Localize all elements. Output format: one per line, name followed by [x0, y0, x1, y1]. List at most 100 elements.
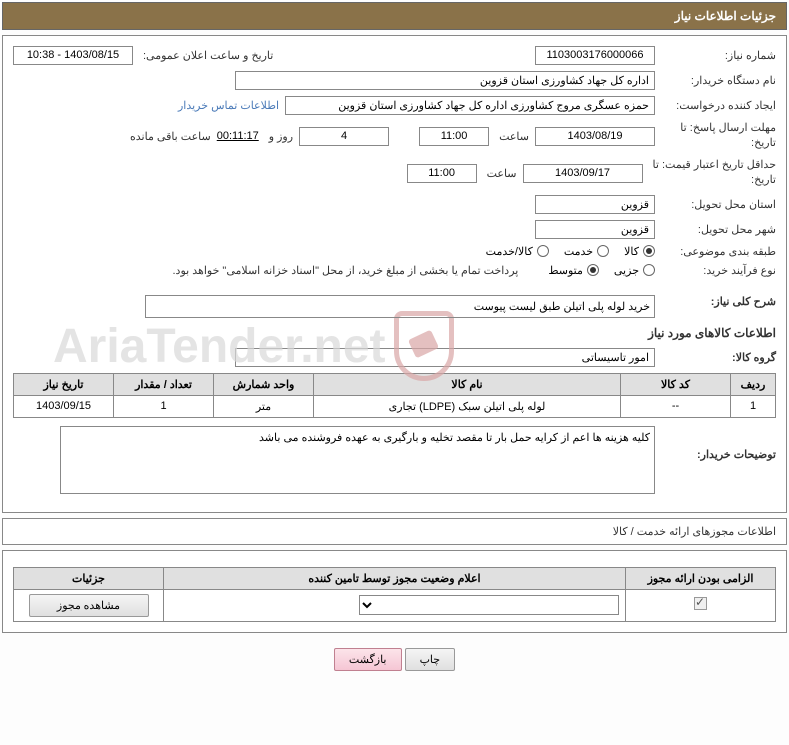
radio-partial[interactable]: جزیی	[614, 264, 655, 277]
row-province: استان محل تحویل: قزوین	[13, 195, 776, 214]
td-details: مشاهده مجوز	[14, 589, 164, 621]
td-date: 1403/09/15	[14, 395, 114, 417]
td-qty: 1	[114, 395, 214, 417]
th-code: کد کالا	[621, 373, 731, 395]
radio-service[interactable]: خدمت	[564, 245, 609, 258]
process-label: نوع فرآیند خرید:	[661, 264, 776, 277]
license-panel-title: اطلاعات مجوزهای ارائه خدمت / کالا	[613, 526, 776, 538]
goods-info-header: اطلاعات کالاهای مورد نیاز	[13, 326, 776, 340]
radio-goods-label: کالا	[624, 245, 639, 258]
row-general-desc: شرح کلی نیاز: خرید لوله پلی اتیلن طبق لی…	[13, 295, 776, 318]
desc-label: شرح کلی نیاز:	[661, 295, 776, 308]
radio-dot-icon	[537, 245, 549, 257]
days-remaining: 4	[299, 127, 389, 146]
deadline-label-2: تاریخ:	[665, 136, 776, 151]
days-and-label: روز و	[265, 130, 293, 143]
radio-goods-service-label: کالا/خدمت	[486, 245, 533, 258]
remaining-label: ساعت باقی مانده	[126, 130, 211, 143]
status-select[interactable]	[359, 595, 619, 615]
radio-goods[interactable]: کالا	[624, 245, 655, 258]
province-value: قزوین	[535, 195, 655, 214]
process-note: پرداخت تمام یا بخشی از مبلغ خرید، از محل…	[173, 264, 519, 277]
min-validity-label-1: حداقل تاریخ اعتبار قیمت: تا	[653, 158, 776, 173]
deadline-label-1: مهلت ارسال پاسخ: تا	[665, 121, 776, 136]
th-status: اعلام وضعیت مجوز توسط تامین کننده	[164, 567, 626, 589]
time-label-1: ساعت	[495, 130, 529, 143]
requester-label: ایجاد کننده درخواست:	[661, 99, 776, 112]
td-status	[164, 589, 626, 621]
row-min-validity: حداقل تاریخ اعتبار قیمت: تا تاریخ: 1403/…	[13, 158, 776, 189]
td-mandatory	[626, 589, 776, 621]
radio-dot-icon	[643, 245, 655, 257]
radio-partial-label: جزیی	[614, 264, 639, 277]
announce-value: 1403/08/15 - 10:38	[13, 46, 133, 65]
row-process-type: نوع فرآیند خرید: جزیی متوسط پرداخت تمام …	[13, 264, 776, 277]
td-unit: متر	[214, 395, 314, 417]
buyer-notes-value: کلیه هزینه ها اعم از کرایه حمل بار تا مق…	[60, 426, 655, 494]
announce-label: تاریخ و ساعت اعلان عمومی:	[139, 49, 273, 62]
license-panel-body: الزامی بودن ارائه مجوز اعلام وضعیت مجوز …	[2, 550, 787, 633]
time-label-2: ساعت	[483, 167, 517, 180]
category-radio-group: کالا خدمت کالا/خدمت	[486, 245, 655, 258]
back-button[interactable]: بازگشت	[334, 648, 402, 671]
main-form-panel: AriaTender.net شماره نیاز: 1103003176000…	[2, 35, 787, 513]
row-buyer: نام دستگاه خریدار: اداره کل جهاد کشاورزی…	[13, 71, 776, 90]
td-row: 1	[731, 395, 776, 417]
deadline-date: 1403/08/19	[535, 127, 655, 146]
row-need-number: شماره نیاز: 1103003176000066 تاریخ و ساع…	[13, 46, 776, 65]
process-radio-group: جزیی متوسط	[548, 264, 655, 277]
row-deadline: مهلت ارسال پاسخ: تا تاریخ: 1403/08/19 سا…	[13, 121, 776, 152]
radio-dot-icon	[643, 264, 655, 276]
table-row: 1 -- لوله پلی اتیلن سبک (LDPE) تجاری متر…	[14, 395, 776, 417]
buyer-notes-label: توضیحات خریدار:	[661, 426, 776, 461]
province-label: استان محل تحویل:	[661, 198, 776, 211]
radio-dot-icon	[597, 245, 609, 257]
radio-service-label: خدمت	[564, 245, 593, 258]
city-value: قزوین	[535, 220, 655, 239]
radio-medium[interactable]: متوسط	[548, 264, 599, 277]
th-mandatory: الزامی بودن ارائه مجوز	[626, 567, 776, 589]
radio-goods-service[interactable]: کالا/خدمت	[486, 245, 549, 258]
category-label: طبقه بندی موضوعی:	[661, 245, 776, 258]
license-header-row: الزامی بودن ارائه مجوز اعلام وضعیت مجوز …	[14, 567, 776, 589]
need-number-value: 1103003176000066	[535, 46, 655, 65]
th-unit: واحد شمارش	[214, 373, 314, 395]
license-table: الزامی بودن ارائه مجوز اعلام وضعیت مجوز …	[13, 567, 776, 622]
th-name: نام کالا	[314, 373, 621, 395]
need-number-label: شماره نیاز:	[661, 49, 776, 62]
goods-table: ردیف کد کالا نام کالا واحد شمارش تعداد /…	[13, 373, 776, 418]
row-goods-group: گروه کالا: امور تاسیساتی	[13, 348, 776, 367]
th-row: ردیف	[731, 373, 776, 395]
table-header-row: ردیف کد کالا نام کالا واحد شمارش تعداد /…	[14, 373, 776, 395]
page-title: جزئیات اطلاعات نیاز	[675, 9, 776, 23]
city-label: شهر محل تحویل:	[661, 223, 776, 236]
min-validity-time: 11:00	[407, 164, 477, 183]
group-label: گروه کالا:	[661, 351, 776, 364]
th-qty: تعداد / مقدار	[114, 373, 214, 395]
row-city: شهر محل تحویل: قزوین	[13, 220, 776, 239]
group-value: امور تاسیساتی	[235, 348, 655, 367]
deadline-time: 11:00	[419, 127, 489, 146]
print-button[interactable]: چاپ	[405, 648, 456, 671]
license-panel-header: اطلاعات مجوزهای ارائه خدمت / کالا	[2, 518, 787, 545]
watermark-shield-icon	[394, 311, 454, 381]
th-details: جزئیات	[14, 567, 164, 589]
min-validity-label: حداقل تاریخ اعتبار قیمت: تا تاریخ:	[649, 158, 776, 189]
row-requester: ایجاد کننده درخواست: حمزه عسگری مروج کشا…	[13, 96, 776, 115]
page-title-bar: جزئیات اطلاعات نیاز	[2, 2, 787, 30]
requester-value: حمزه عسگری مروج کشاورزی اداره کل جهاد کش…	[285, 96, 655, 115]
view-license-button[interactable]: مشاهده مجوز	[29, 594, 149, 617]
license-row: مشاهده مجوز	[14, 589, 776, 621]
th-date: تاریخ نیاز	[14, 373, 114, 395]
buyer-contact-link[interactable]: اطلاعات تماس خریدار	[178, 99, 279, 112]
mandatory-checkbox-icon	[694, 597, 707, 610]
min-validity-label-2: تاریخ:	[653, 173, 776, 188]
radio-dot-icon	[587, 264, 599, 276]
watermark: AriaTender.net	[53, 311, 454, 381]
desc-value: خرید لوله پلی اتیلن طبق لیست پیوست	[145, 295, 655, 318]
buyer-label: نام دستگاه خریدار:	[661, 74, 776, 87]
deadline-label: مهلت ارسال پاسخ: تا تاریخ:	[661, 121, 776, 152]
buyer-value: اداره کل جهاد کشاورزی استان قزوین	[235, 71, 655, 90]
td-code: --	[621, 395, 731, 417]
countdown-timer: 00:11:17	[217, 130, 259, 142]
